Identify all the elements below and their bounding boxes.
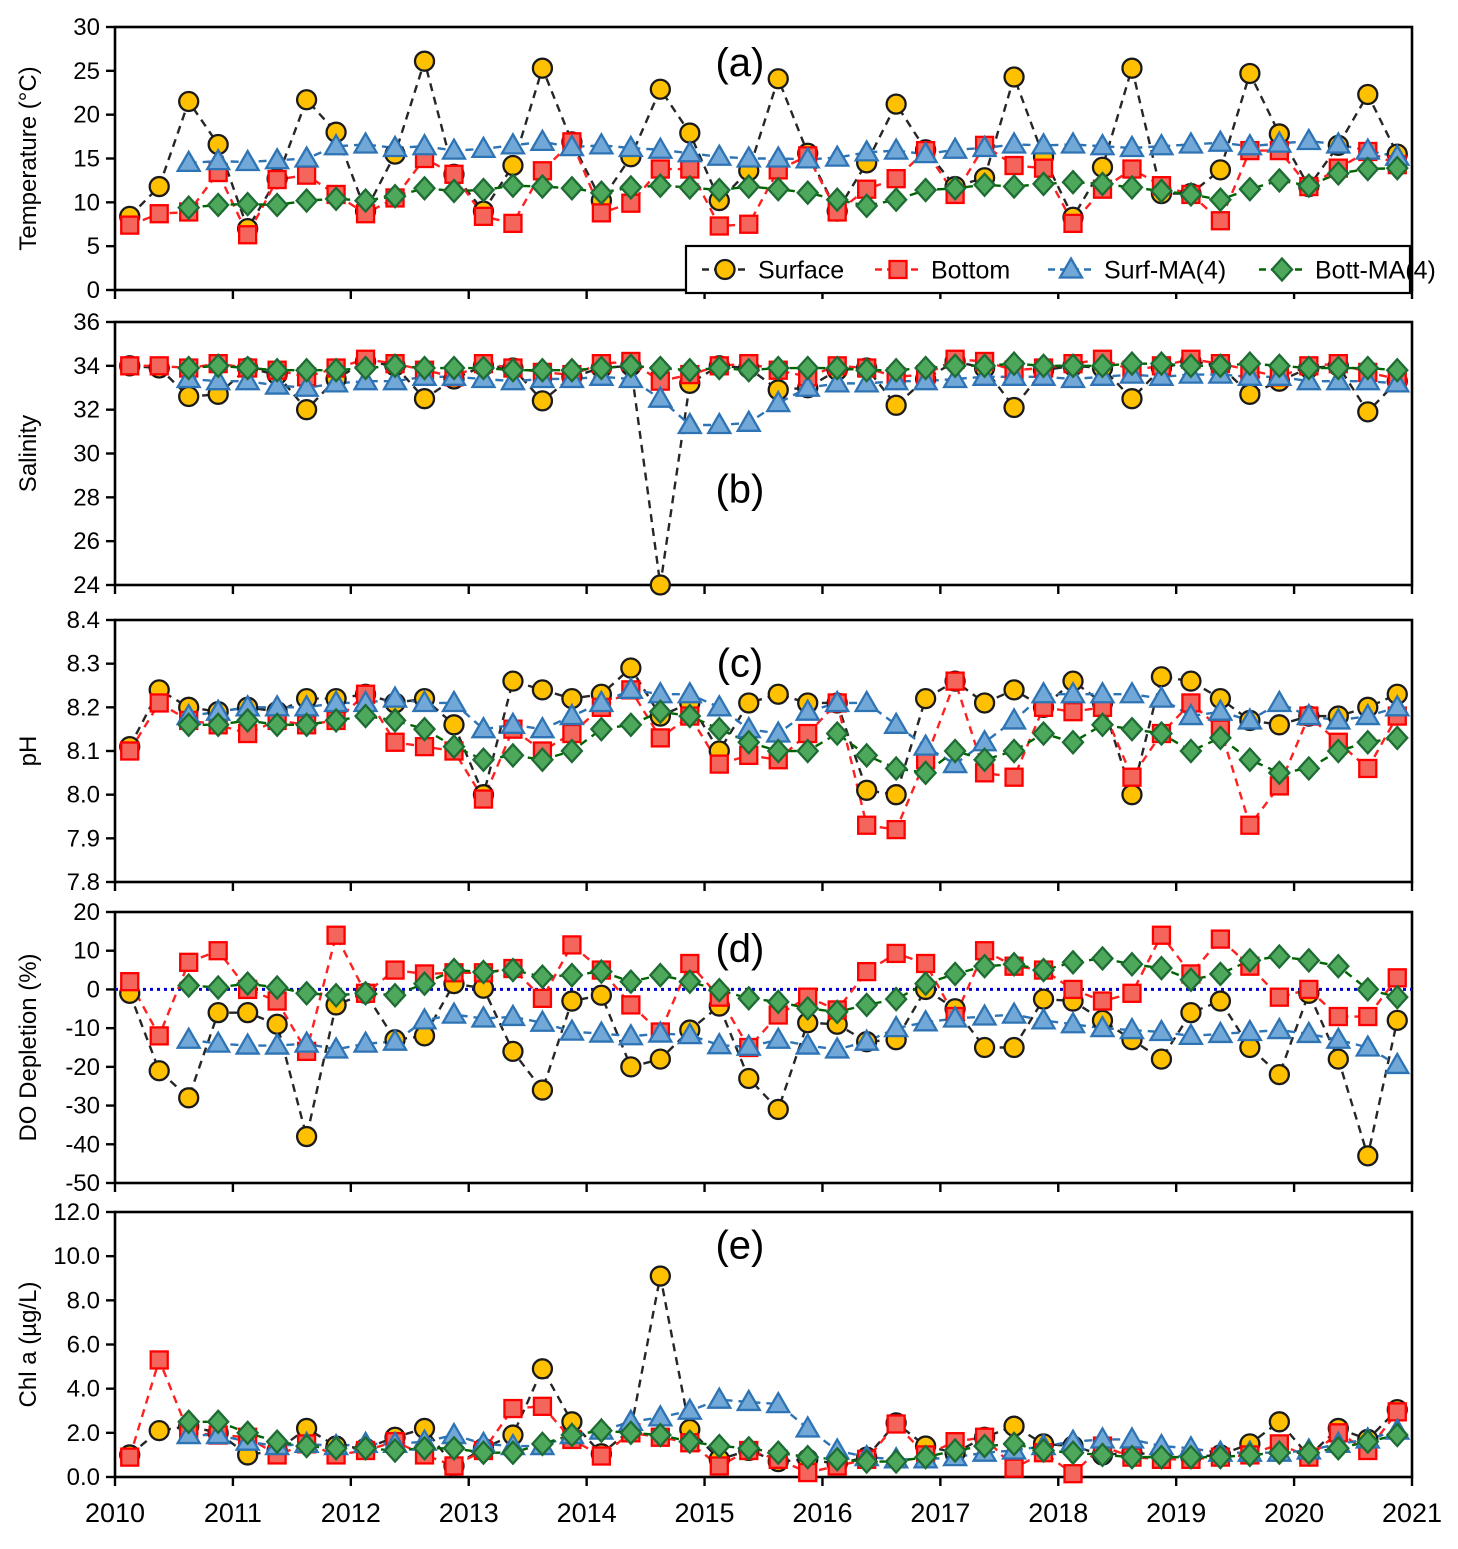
y-tick-label: 8.4 [67, 607, 100, 634]
series-surfMA-markers [175, 676, 1411, 774]
panel-e-y-axis: 0.0 2.0 4.0 6.0 8.0 10.0 12.0 [53, 1199, 115, 1491]
y-tick-label: 0 [87, 277, 100, 304]
y-tick-label: 10.0 [53, 1243, 100, 1270]
y-tick-label: 8.1 [67, 738, 100, 765]
y-tick-label: -40 [65, 1131, 100, 1158]
y-tick-label: 8.2 [67, 694, 100, 721]
y-tick-label: 30 [73, 441, 100, 468]
y-tick-label: 15 [73, 146, 100, 173]
panel-e-ylabel: Chl a (µg/L) [15, 1282, 42, 1408]
panel-d-letter: (d) [715, 927, 764, 971]
y-tick-label: 6.0 [67, 1332, 100, 1359]
panel-a: 0 5 10 15 20 25 30 Temperature (°C) (a) Surface Bo… [15, 14, 1436, 304]
panel-c-x-ticks [113, 882, 1414, 891]
x-year-label: 2021 [1382, 1498, 1442, 1528]
x-year-label: 2013 [439, 1498, 499, 1528]
x-year-label: 2016 [792, 1498, 852, 1528]
panel-b-y-axis: 24 26 28 30 32 34 36 [73, 309, 115, 599]
y-tick-label: 20 [73, 899, 100, 926]
x-year-label: 2017 [910, 1498, 970, 1528]
y-tick-label: 26 [73, 528, 100, 555]
y-tick-label: 0.0 [67, 1464, 100, 1491]
y-tick-label: 25 [73, 58, 100, 85]
y-tick-label: 20 [73, 102, 100, 129]
panel-e: 0.0 2.0 4.0 6.0 8.0 10.0 12.0 Chl a (µg/L) (e) [15, 1199, 1414, 1491]
legend-label-bottMA: Bott-MA(4) [1315, 257, 1436, 285]
x-year-label: 2014 [557, 1498, 617, 1528]
series-surface-line [128, 1275, 1399, 1468]
legend-label-surfMA: Surf-MA(4) [1104, 257, 1226, 285]
y-tick-label: -30 [65, 1093, 100, 1120]
panel-d-ylabel: DO Depletion (%) [15, 953, 42, 1141]
y-tick-label: -20 [65, 1054, 100, 1081]
x-year-label: 2012 [321, 1498, 381, 1528]
y-tick-label: 10 [73, 189, 100, 216]
legend-label-bottom: Bottom [931, 257, 1010, 285]
panel-c-ylabel: pH [15, 736, 42, 767]
legend: Surface Bottom Surf-MA(4) Bott-MA(4) [684, 244, 1436, 295]
y-tick-label: 0 [87, 976, 100, 1003]
y-tick-label: 28 [73, 484, 100, 511]
panel-b-ylabel: Salinity [15, 415, 42, 492]
series-bottMA-markers [177, 943, 1409, 1025]
series-bottMA-markers [177, 698, 1409, 786]
y-tick-label: 24 [73, 572, 100, 599]
series-surfMA-markers [175, 1001, 1411, 1075]
y-tick-label: 7.8 [67, 869, 100, 896]
y-tick-label: 8.3 [67, 651, 100, 678]
series-bottMA-markers [177, 1409, 1409, 1475]
y-tick-label: 4.0 [67, 1376, 100, 1403]
panel-d: -50 -40 -30 -20 -10 0 10 20 DO Depletion (%) (d) [15, 899, 1414, 1197]
x-year-label: 2019 [1146, 1498, 1206, 1528]
y-tick-label: 10 [73, 938, 100, 965]
panel-b: 24 26 28 30 32 34 36 Salinity (b) [15, 309, 1414, 599]
panel-a-y-axis: 0 5 10 15 20 25 30 [73, 14, 115, 304]
x-year-label: 2015 [675, 1498, 735, 1528]
series-surfMA-markers [175, 127, 1411, 173]
y-tick-label: -10 [65, 1015, 100, 1042]
panel-e-x-ticks [113, 1477, 1414, 1486]
x-axis-year-labels: 2010 2011 2012 2013 2014 2015 2016 2017 2018 2019… [85, 1498, 1442, 1528]
panel-c-frame [113, 618, 1414, 884]
y-tick-label: 5 [87, 233, 100, 260]
y-tick-label: 36 [73, 309, 100, 336]
panel-d-y-axis: -50 -40 -30 -20 -10 0 10 20 [65, 899, 115, 1197]
y-tick-label: 7.9 [67, 825, 100, 852]
y-tick-label: 2.0 [67, 1420, 100, 1447]
series-surface-line [128, 982, 1399, 1161]
series-bottMA-markers [177, 155, 1409, 221]
series-bottom-markers [120, 1350, 1407, 1484]
panel-a-ylabel: Temperature (°C) [15, 66, 42, 250]
y-tick-label: 8.0 [67, 1287, 100, 1314]
panel-b-letter: (b) [715, 467, 764, 511]
panel-e-letter: (e) [715, 1223, 764, 1267]
panel-b-x-ticks [113, 585, 1414, 594]
y-tick-label: 30 [73, 14, 100, 41]
x-year-label: 2018 [1028, 1498, 1088, 1528]
y-tick-label: 32 [73, 397, 100, 424]
legend-label-surface: Surface [758, 257, 844, 285]
series-surface-line [128, 56, 1399, 232]
y-tick-label: 8.0 [67, 782, 100, 809]
y-tick-label: -50 [65, 1170, 100, 1197]
panel-a-letter: (a) [715, 41, 764, 85]
panel-d-x-ticks [113, 1183, 1414, 1192]
series-surface-markers [119, 972, 1408, 1167]
x-year-label: 2011 [204, 1498, 262, 1528]
x-year-label: 2010 [85, 1498, 145, 1528]
series-bottom-line [128, 677, 1399, 831]
panel-c-y-axis: 7.8 7.9 8.0 8.1 8.2 8.3 8.4 [67, 607, 115, 896]
x-year-label: 2020 [1264, 1498, 1324, 1528]
panel-c-letter: (c) [717, 642, 764, 686]
panel-c: 7.8 7.9 8.0 8.1 8.2 8.3 8.4 pH (c) [15, 607, 1414, 896]
y-tick-label: 12.0 [53, 1199, 100, 1226]
series-bottMA-markers [177, 350, 1409, 383]
panel-d-frame [113, 910, 1414, 1185]
y-tick-label: 34 [73, 353, 100, 380]
